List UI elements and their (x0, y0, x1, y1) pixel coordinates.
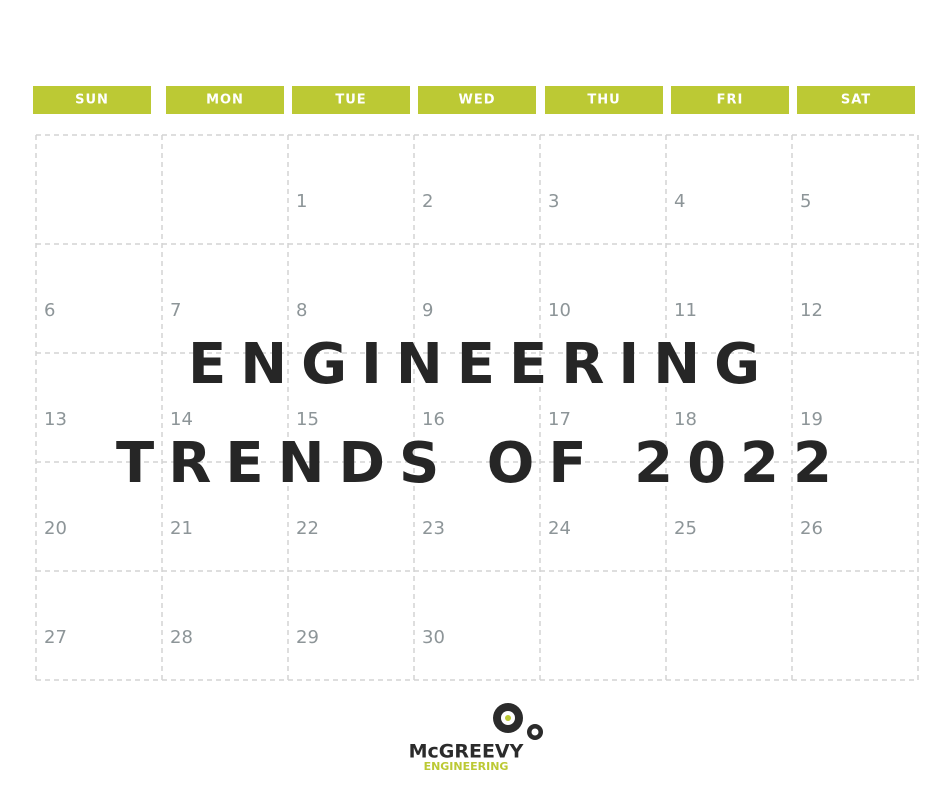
date-number: 18 (674, 409, 697, 430)
day-label: TUE (335, 93, 366, 108)
date-number: 15 (296, 409, 319, 430)
date-number: 2 (422, 191, 433, 212)
day-header (671, 86, 789, 114)
calendar-grid (35, 134, 919, 681)
day-header (797, 86, 915, 114)
date-number: 29 (296, 627, 319, 648)
date-number: 8 (296, 300, 307, 321)
day-header (166, 86, 284, 114)
date-number: 25 (674, 518, 697, 539)
date-number: 1 (296, 191, 307, 212)
date-number: 20 (44, 518, 67, 539)
day-label: WED (458, 93, 495, 108)
day-label: SAT (841, 93, 871, 108)
date-number: 4 (674, 191, 685, 212)
date-number: 7 (170, 300, 181, 321)
date-number: 23 (422, 518, 445, 539)
date-number: 22 (296, 518, 319, 539)
date-number: 9 (422, 300, 433, 321)
date-number: 16 (422, 409, 445, 430)
day-label: THU (587, 93, 620, 108)
date-number: 21 (170, 518, 193, 539)
date-number: 3 (548, 191, 559, 212)
date-number: 27 (44, 627, 67, 648)
date-number: 11 (674, 300, 697, 321)
date-number: 26 (800, 518, 823, 539)
day-label: SUN (75, 93, 109, 108)
logo-name: McGREEVY (409, 741, 524, 763)
title-line: TRENDS OF 2022 (116, 431, 846, 496)
logo-gears (493, 703, 543, 740)
day-label: MON (206, 93, 244, 108)
date-number: 19 (800, 409, 823, 430)
date-number: 30 (422, 627, 445, 648)
date-number: 17 (548, 409, 571, 430)
date-number: 28 (170, 627, 193, 648)
day-header (33, 86, 151, 114)
day-label: FRI (717, 93, 744, 108)
day-header (292, 86, 410, 114)
gear-hole (531, 728, 539, 736)
day-header (545, 86, 663, 114)
logo: McGREEVY ENGINEERING (409, 703, 543, 773)
date-number: 6 (44, 300, 55, 321)
day-header (418, 86, 536, 114)
logo-tagline: ENGINEERING (424, 760, 509, 773)
gear-center (505, 715, 511, 721)
date-number: 5 (800, 191, 811, 212)
date-number: 13 (44, 409, 67, 430)
date-number: 24 (548, 518, 571, 539)
date-number: 10 (548, 300, 571, 321)
date-number: 14 (170, 409, 193, 430)
title-line: ENGINEERING (188, 332, 774, 397)
date-number: 12 (800, 300, 823, 321)
